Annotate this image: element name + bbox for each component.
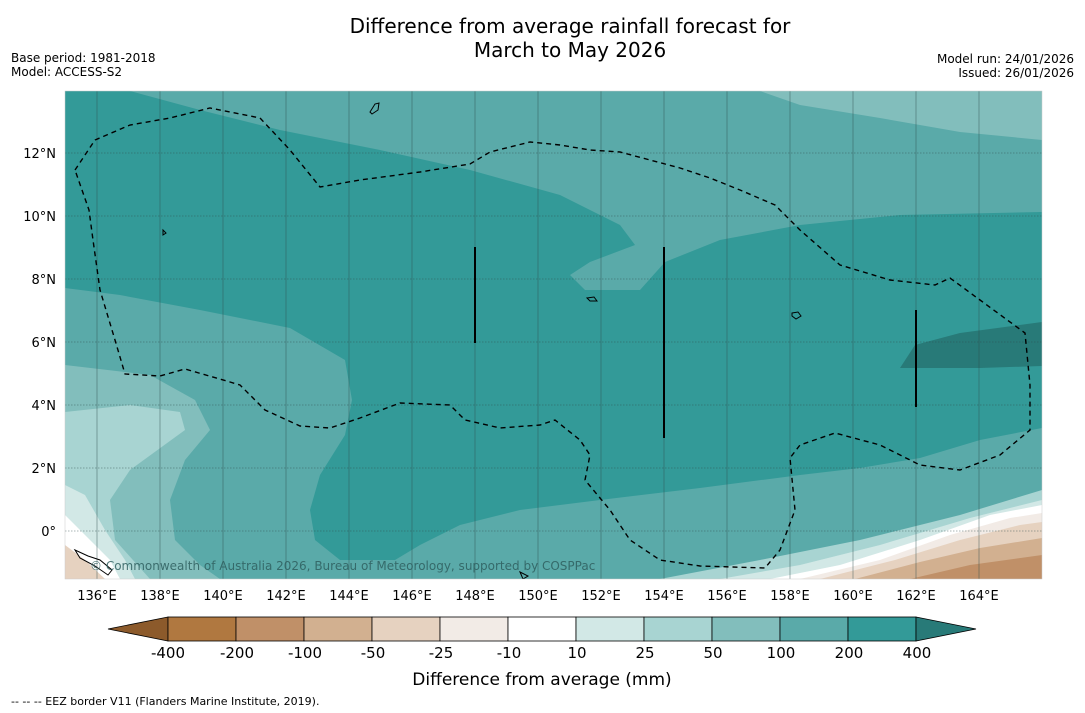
- colorbar-tick: 10: [567, 644, 586, 662]
- rainfall-map: © Commonwealth of Australia 2026, Bureau…: [65, 91, 1042, 579]
- model-name: Model: ACCESS-S2: [11, 65, 123, 79]
- lon-label: 140°E: [203, 589, 243, 604]
- meta-right: Model run: 24/01/2026 Issued: 26/01/2026: [937, 52, 1074, 80]
- colorbar-swatch: [371, 616, 441, 642]
- lon-label: 144°E: [329, 589, 369, 604]
- title-line-2: March to May 2026: [473, 38, 667, 62]
- title-line-1: Difference from average rainfall forecas…: [349, 14, 791, 38]
- eez-footnote: -- -- -- EEZ border V11 (Flanders Marine…: [11, 695, 320, 708]
- lon-label: 148°E: [455, 589, 495, 604]
- lon-label: 154°E: [644, 589, 684, 604]
- colorbar-tick: -200: [220, 644, 254, 662]
- colorbar-tick: -10: [497, 644, 522, 662]
- band-above-400: [900, 322, 1042, 368]
- lon-label: 150°E: [518, 589, 558, 604]
- base-period: Base period: 1981-2018: [11, 51, 156, 65]
- colorbar-tick: -50: [361, 644, 386, 662]
- colorbar-tick: -100: [288, 644, 322, 662]
- colorbar-tick: 200: [835, 644, 864, 662]
- lon-axis: 136°E 138°E 140°E 142°E 144°E 146°E 148°…: [77, 589, 999, 604]
- lat-label: 12°N: [23, 147, 56, 162]
- islands: [73, 102, 802, 579]
- lat-label: 0°: [41, 525, 56, 540]
- colorbar-swatch: [711, 616, 781, 642]
- lon-label: 146°E: [392, 589, 432, 604]
- band-minus-left: [65, 545, 105, 579]
- lon-label: 160°E: [833, 589, 873, 604]
- lon-label: 158°E: [770, 589, 810, 604]
- eez-border: [74, 107, 1031, 569]
- lat-label: 10°N: [23, 210, 56, 225]
- watermark: © Commonwealth of Australia 2026, Bureau…: [90, 559, 595, 573]
- colorbar-extend-high: [915, 616, 977, 642]
- band-50-100-top: [760, 91, 1042, 140]
- lon-label: 152°E: [581, 589, 621, 604]
- colorbar-swatch: [167, 616, 237, 642]
- colorbar-swatch: [303, 616, 373, 642]
- lat-label: 2°N: [32, 462, 57, 477]
- colorbar-swatch: [439, 616, 509, 642]
- colorbar-swatch: [643, 616, 713, 642]
- colorbar-tick: 25: [635, 644, 654, 662]
- chart-title: Difference from average rainfall forecas…: [0, 14, 1085, 62]
- lon-label: 136°E: [77, 589, 117, 604]
- map-frame: [64, 90, 1043, 580]
- colorbar-tick: -400: [151, 644, 185, 662]
- meta-left: Base period: 1981-2018 Model: ACCESS-S2: [11, 51, 156, 79]
- colorbar-extend-low: [107, 616, 169, 642]
- lat-label: 4°N: [32, 399, 57, 414]
- colorbar-swatch: [507, 616, 577, 642]
- lon-label: 162°E: [896, 589, 936, 604]
- lon-label: 138°E: [140, 589, 180, 604]
- colorbar-tick: 100: [767, 644, 796, 662]
- issued-date: Issued: 26/01/2026: [958, 66, 1074, 80]
- lon-label: 142°E: [266, 589, 306, 604]
- lat-gridlines: [65, 152, 1042, 532]
- colorbar-swatch: [779, 616, 849, 642]
- lat-label: 8°N: [32, 273, 57, 288]
- lon-label: 164°E: [959, 589, 999, 604]
- colorbar-swatch: [235, 616, 305, 642]
- colorbar-swatch: [847, 616, 917, 642]
- lat-label: 6°N: [32, 336, 57, 351]
- colorbar-swatches: [107, 616, 977, 642]
- colorbar-tick: 400: [903, 644, 932, 662]
- colorbar-label: Difference from average (mm): [412, 670, 671, 690]
- band-minus100-right: [910, 555, 1042, 579]
- lat-axis: 12°N 10°N 8°N 6°N 4°N 2°N 0°: [23, 147, 56, 540]
- band-200-400: [65, 91, 1042, 560]
- colorbar-tick: -25: [429, 644, 454, 662]
- model-run: Model run: 24/01/2026: [936, 52, 1074, 66]
- colorbar-ticks: -400 -200 -100 -50 -25 -10 10 25 50 100 …: [151, 644, 931, 662]
- colorbar: -400 -200 -100 -50 -25 -10 10 25 50 100 …: [107, 616, 977, 690]
- colorbar-swatch: [575, 616, 645, 642]
- lon-label: 156°E: [707, 589, 747, 604]
- colorbar-tick: 50: [703, 644, 722, 662]
